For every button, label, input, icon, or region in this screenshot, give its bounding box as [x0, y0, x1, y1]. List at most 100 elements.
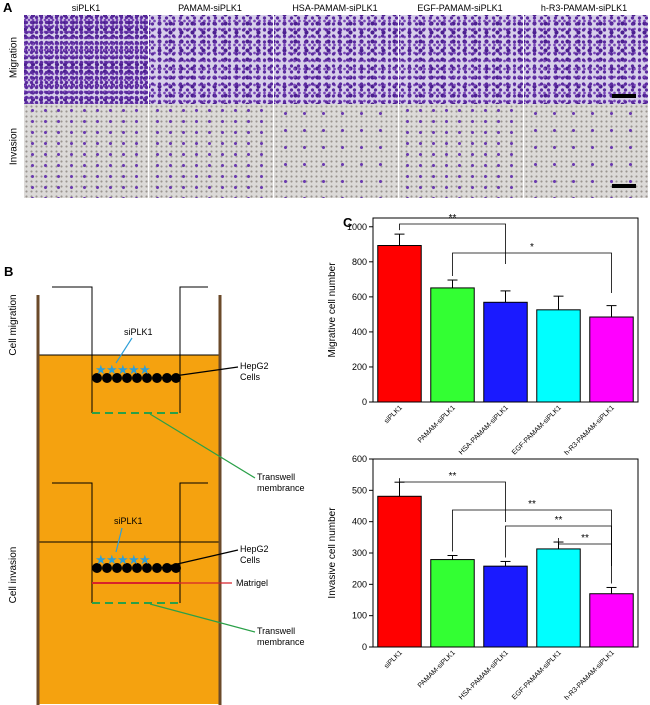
- migration-sirna-label: siPLK1: [124, 327, 153, 337]
- y-tick-label: 600: [352, 454, 367, 464]
- micrograph-migration-hr3: [524, 15, 648, 109]
- bar: [589, 316, 634, 403]
- y-axis-label: Migrative cell number: [328, 262, 338, 358]
- significance-bracket: [558, 538, 612, 584]
- migration-membrane-label-2: membrance: [257, 483, 305, 493]
- y-tick-label: 800: [352, 257, 367, 267]
- bar: [377, 495, 422, 648]
- significance-label: **: [449, 471, 457, 482]
- x-tick-label: h-R3-PAMAM-siPLK1: [563, 404, 616, 457]
- invasion-cells-label-1: HepG2: [240, 544, 269, 554]
- scale-bar: [612, 94, 636, 98]
- svg-text:★: ★: [117, 552, 129, 567]
- significance-bracket: [452, 252, 612, 293]
- migration-medium: [38, 355, 220, 545]
- micrograph-migration-siplk1: [24, 15, 148, 109]
- x-tick-label: siPLK1: [383, 404, 404, 425]
- scale-bar: [612, 184, 636, 188]
- bar: [377, 245, 422, 403]
- row-label-invasion: Invasion: [8, 127, 20, 166]
- x-tick-label: HSA-PAMAM-siPLK1: [458, 404, 510, 456]
- insert-left: [52, 286, 93, 413]
- col-title-hr3-pamam: h-R3-PAMAM-siPLK1: [540, 3, 628, 13]
- col-title-siplk1: siPLK1: [71, 3, 101, 13]
- significance-bracket: [399, 478, 506, 522]
- x-tick-label: EGF-PAMAM-siPLK1: [511, 649, 563, 701]
- svg-text:★: ★: [139, 552, 151, 567]
- svg-text:★: ★: [128, 552, 140, 567]
- migration-membrane-label-1: Transwell: [257, 472, 295, 482]
- y-tick-label: 200: [352, 362, 367, 372]
- row-label-migration: Migration: [8, 36, 20, 79]
- micrograph-migration-hsa: [274, 15, 398, 109]
- micrograph-migration-pamam: [149, 15, 273, 109]
- y-tick-label: 400: [352, 327, 367, 337]
- x-tick-label: siPLK1: [383, 649, 404, 670]
- insert-left: [52, 482, 93, 603]
- x-tick-label: PAMAM-siPLK1: [417, 404, 457, 444]
- invasion-membrane-label-2: membrance: [257, 637, 305, 647]
- panel-a-letter: A: [3, 0, 13, 15]
- bar: [536, 309, 581, 403]
- y-axis-label: Invasive cell number: [328, 507, 338, 599]
- y-tick-label: 1000: [347, 222, 367, 232]
- col-title-egf-pamam: EGF-PAMAM-siPLK1: [417, 3, 503, 13]
- bar: [536, 548, 581, 648]
- y-tick-label: 0: [362, 642, 367, 652]
- siplk1-stars: ★ ★ ★ ★ ★: [95, 552, 151, 567]
- bar: [589, 593, 634, 648]
- svg-text:★: ★: [95, 552, 107, 567]
- svg-text:★: ★: [139, 362, 151, 377]
- invasion-diagram: Cell invasion ★ ★ ★ ★ ★ siPLK1 HepG2 Cells…: [8, 482, 305, 705]
- invasion-sirna-label: siPLK1: [114, 516, 143, 526]
- panel-b-schematic: B Cell migration ★ ★ ★ ★ ★ siPLK1 HepG2 Ce…: [4, 264, 305, 705]
- x-tick-label: h-R3-PAMAM-siPLK1: [563, 649, 616, 702]
- panel-b-letter: B: [4, 264, 13, 279]
- hepg2-cells: [92, 563, 181, 573]
- y-tick-label: 500: [352, 485, 367, 495]
- y-tick-label: 100: [352, 611, 367, 621]
- micrograph-invasion-egf: [399, 104, 523, 198]
- y-tick-label: 200: [352, 579, 367, 589]
- bar: [430, 287, 475, 403]
- col-title-hsa-pamam: HSA-PAMAM-siPLK1: [292, 3, 378, 13]
- y-tick-label: 0: [362, 397, 367, 407]
- migration-diagram: Cell migration ★ ★ ★ ★ ★ siPLK1 HepG2 Cell…: [8, 286, 305, 549]
- col-title-pamam: PAMAM-siPLK1: [178, 3, 242, 13]
- svg-text:★: ★: [95, 362, 107, 377]
- y-tick-label: 300: [352, 548, 367, 558]
- invasion-membrane-label-1: Transwell: [257, 626, 295, 636]
- micrograph-invasion-siplk1: [24, 104, 148, 198]
- x-tick-label: HSA-PAMAM-siPLK1: [458, 649, 510, 701]
- migration-cells-label-1: HepG2: [240, 361, 269, 371]
- bar: [430, 559, 475, 648]
- insert-right: [179, 286, 208, 413]
- invasion-title: Cell invasion: [8, 547, 19, 604]
- significance-bracket: [399, 223, 506, 264]
- significance-label: **: [528, 499, 536, 510]
- matrigel-label: Matrigel: [236, 578, 268, 588]
- invasion-cells-label-2: Cells: [240, 555, 261, 565]
- significance-label: **: [581, 533, 589, 544]
- hepg2-cells: [92, 373, 181, 383]
- micrograph-invasion-hr3: [524, 104, 648, 198]
- significance-label: **: [449, 213, 457, 224]
- migration-cells-label-2: Cells: [240, 372, 261, 382]
- invasion-bar-chart: 0 100 200 300 400 500 600 Invasive cell number s…: [328, 454, 639, 702]
- micrograph-invasion-pamam: [149, 104, 273, 198]
- bar: [483, 301, 528, 403]
- panel-c-letter: C: [343, 215, 353, 230]
- svg-text:★: ★: [117, 362, 129, 377]
- bar: [483, 565, 528, 648]
- micrograph-invasion-hsa: [274, 104, 398, 198]
- siplk1-stars: ★ ★ ★ ★ ★: [95, 362, 151, 377]
- y-tick-label: 600: [352, 292, 367, 302]
- x-tick-label: EGF-PAMAM-siPLK1: [511, 404, 563, 456]
- svg-text:★: ★: [128, 362, 140, 377]
- migration-title: Cell migration: [8, 294, 19, 355]
- significance-label: *: [530, 242, 534, 253]
- x-tick-label: PAMAM-siPLK1: [417, 649, 457, 689]
- svg-text:★: ★: [106, 362, 118, 377]
- significance-bracket: [452, 509, 612, 552]
- svg-text:★: ★: [106, 552, 118, 567]
